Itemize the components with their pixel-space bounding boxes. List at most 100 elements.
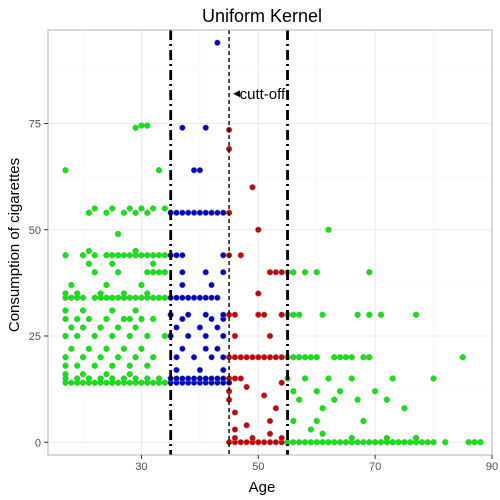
data-point-outside (313, 417, 320, 425)
data-point-outside (68, 281, 75, 289)
data-point-left (179, 375, 186, 382)
data-point-right (255, 439, 262, 446)
data-point-right (255, 226, 262, 233)
data-point-right (278, 434, 285, 442)
data-point-outside (366, 269, 373, 276)
data-point-right (261, 439, 268, 446)
data-point-outside (74, 290, 81, 297)
data-point-outside (109, 260, 116, 267)
data-point-left (208, 375, 215, 382)
data-point-right (237, 252, 244, 259)
data-point-outside (372, 439, 379, 446)
data-point-outside (290, 388, 297, 395)
data-point-outside (290, 417, 297, 425)
data-point-outside (150, 260, 157, 267)
data-point-outside (97, 324, 104, 331)
data-point-outside (290, 439, 297, 446)
data-point-outside (109, 205, 116, 212)
data-point-right (261, 392, 268, 399)
data-point-outside (290, 354, 297, 361)
data-point-outside (62, 362, 69, 369)
data-point-outside (401, 439, 408, 446)
data-point-outside (442, 439, 449, 446)
data-point-left (179, 345, 186, 352)
data-point-right (278, 269, 285, 276)
data-point-right (266, 417, 274, 425)
cutoff-label: cutt-off (240, 86, 286, 103)
data-point-outside (109, 332, 116, 340)
data-point-left (179, 281, 186, 289)
data-point-outside (85, 345, 93, 352)
data-point-left (179, 252, 186, 259)
data-point-right (272, 354, 279, 361)
data-point-outside (109, 307, 116, 314)
data-point-outside (132, 124, 139, 131)
cutoff-annotation: cutt-off (233, 86, 286, 103)
data-point-outside (114, 354, 122, 361)
data-point-left (173, 324, 180, 331)
data-point-right (266, 439, 274, 446)
data-point-outside (307, 439, 315, 446)
data-point-outside (150, 354, 157, 361)
data-point-left (173, 354, 180, 361)
data-point-outside (296, 396, 303, 403)
data-point-outside (138, 205, 145, 212)
data-point-outside (389, 439, 396, 446)
data-point-left (220, 375, 227, 382)
data-point-left (179, 269, 186, 276)
data-point-outside (301, 439, 309, 446)
data-point-outside (74, 362, 81, 369)
data-point-right (272, 269, 279, 276)
data-point-outside (313, 269, 320, 276)
data-point-outside (319, 311, 326, 318)
data-point-right (272, 439, 279, 446)
data-point-outside (342, 439, 350, 446)
data-point-right (231, 354, 239, 361)
data-point-outside (132, 294, 139, 301)
data-point-outside (155, 294, 163, 301)
data-point-outside (68, 379, 75, 386)
data-point-outside (132, 307, 139, 314)
data-point-outside (120, 290, 128, 297)
data-point-left (173, 294, 180, 301)
data-point-left (173, 252, 180, 259)
data-point-outside (319, 439, 326, 446)
data-point-outside (424, 439, 431, 446)
data-point-outside (103, 315, 110, 323)
data-point-left (185, 311, 192, 318)
data-point-right (278, 379, 285, 386)
x-tick-label: 70 (369, 461, 381, 473)
data-point-outside (62, 290, 69, 297)
data-point-outside (360, 417, 367, 425)
data-point-left (179, 315, 186, 323)
data-point-outside (114, 294, 122, 301)
data-point-outside (296, 311, 303, 318)
data-point-left (202, 375, 209, 382)
data-point-outside (366, 354, 373, 361)
data-point-outside (377, 311, 385, 318)
data-point-outside (62, 371, 69, 378)
data-point-outside (161, 294, 168, 301)
data-point-outside (138, 122, 145, 129)
data-point-outside (85, 209, 93, 216)
data-point-left (196, 294, 204, 301)
data-point-outside (126, 379, 133, 386)
data-point-outside (62, 332, 69, 340)
x-axis-title: Age (249, 479, 276, 496)
data-point-left (173, 209, 180, 216)
data-point-outside (336, 439, 344, 446)
data-point-left (202, 269, 209, 276)
data-point-left (208, 294, 215, 301)
data-point-left (214, 324, 221, 331)
data-point-outside (150, 252, 157, 259)
data-point-outside (354, 439, 361, 446)
data-points (62, 39, 484, 446)
data-point-outside (120, 209, 128, 216)
data-point-outside (79, 354, 87, 361)
data-point-left (208, 281, 215, 289)
data-point-right (237, 439, 244, 446)
y-tick-label: 0 (35, 437, 41, 449)
data-point-outside (307, 426, 315, 433)
data-point-outside (301, 269, 309, 276)
data-point-outside (85, 375, 93, 382)
